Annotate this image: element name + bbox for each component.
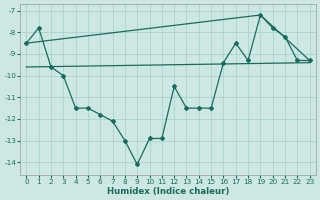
X-axis label: Humidex (Indice chaleur): Humidex (Indice chaleur) — [107, 187, 229, 196]
